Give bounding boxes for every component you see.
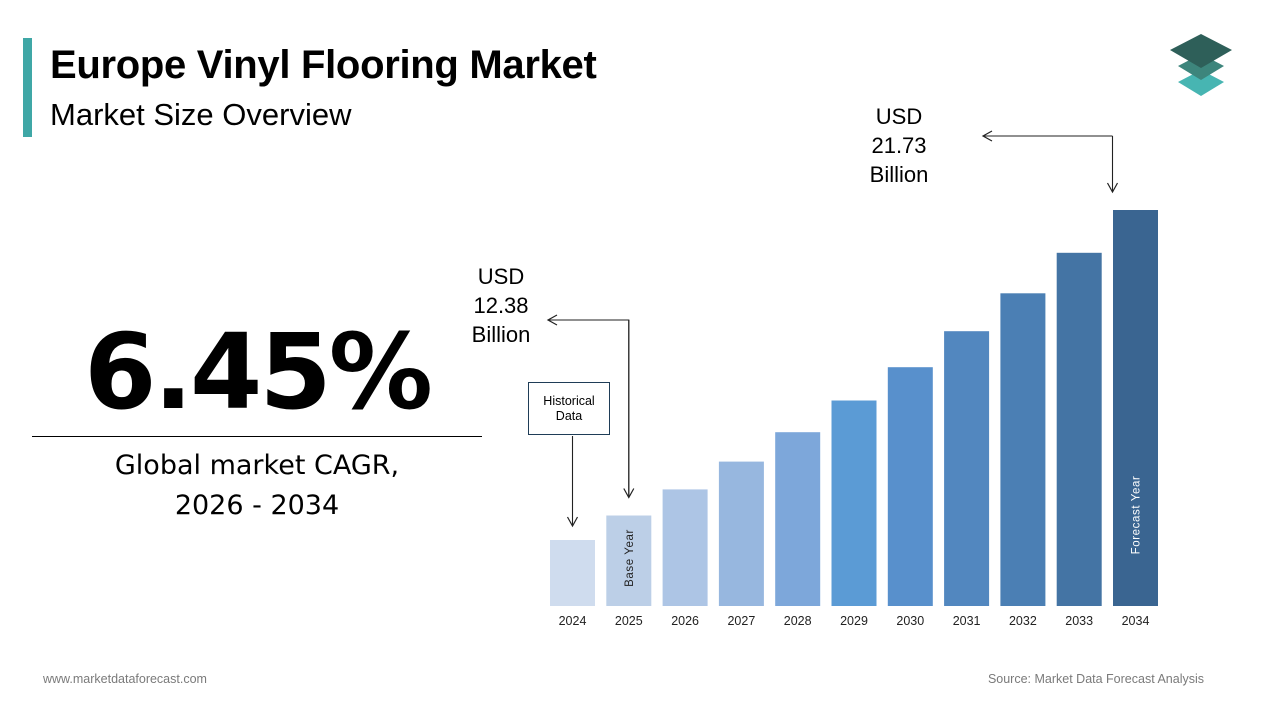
bar-2033 (1056, 252, 1102, 607)
cagr-divider (32, 436, 482, 437)
x-tick-2028: 2028 (784, 614, 812, 628)
page-subtitle: Market Size Overview (50, 97, 352, 132)
x-tick-labels: 2024 2025 2026 2027 2028 2029 2030 2031 2032 2033… (559, 614, 1150, 628)
historical-line1: Historical (543, 393, 595, 408)
x-tick-2033: 2033 (1065, 614, 1093, 628)
start-callout-line3: Billion (471, 322, 531, 347)
start-callout-line1: USD (477, 264, 525, 289)
bar-2030 (887, 367, 933, 606)
x-tick-2027: 2027 (727, 614, 755, 628)
start-callout-line2: 12.38 (473, 293, 529, 318)
historical-line2: Data (555, 408, 583, 423)
title-accent-bar (23, 38, 32, 137)
cagr-label-line1: Global market CAGR, (114, 450, 400, 481)
callout-arrows (546, 130, 1119, 528)
x-tick-2034: 2034 (1122, 614, 1150, 628)
bar-2029 (831, 400, 877, 606)
logo-layer-bottom (1178, 70, 1224, 96)
x-tick-2024: 2024 (559, 614, 587, 628)
bar-2025 (606, 515, 652, 606)
cagr-label: Global market CAGR, 2026 - 2034 (32, 446, 482, 526)
bar-2034 (1113, 210, 1158, 606)
bar-annotations: Base Year Forecast Year (624, 476, 1143, 587)
x-tick-2026: 2026 (671, 614, 699, 628)
x-tick-2025: 2025 (615, 614, 643, 628)
cagr-value: 6.45% (84, 311, 433, 433)
bar-2024 (550, 540, 595, 606)
bar-2026 (662, 489, 708, 606)
bar-2031 (944, 331, 990, 606)
bar-annotation-2034: Forecast Year (1131, 476, 1143, 555)
stacked-layers-icon (1170, 34, 1232, 96)
logo-layer-top (1170, 34, 1232, 68)
end-value-callout: USD 21.73 Billion (850, 102, 948, 189)
start-value-callout: USD 12.38 Billion (460, 262, 542, 349)
cagr-label-line2: 2026 - 2034 (174, 490, 340, 521)
page-title: Europe Vinyl Flooring Market (50, 43, 597, 87)
source-note: Source: Market Data Forecast Analysis (987, 672, 1204, 686)
x-tick-2029: 2029 (840, 614, 868, 628)
x-tick-2030: 2030 (896, 614, 924, 628)
bar-2028 (775, 432, 821, 606)
x-tick-2031: 2031 (953, 614, 981, 628)
end-callout-line2: 21.73 (871, 133, 927, 158)
x-tick-2032: 2032 (1009, 614, 1037, 628)
website-link[interactable]: www.marketdataforecast.com (43, 672, 207, 686)
historical-data-box: Historical Data (528, 382, 610, 435)
bar-2027 (718, 461, 764, 606)
bar-annotation-2025: Base Year (624, 529, 636, 587)
end-callout-line3: Billion (869, 162, 929, 187)
end-callout-line1: USD (875, 104, 923, 129)
bar-group (550, 210, 1158, 607)
bar-2032 (1000, 293, 1046, 606)
